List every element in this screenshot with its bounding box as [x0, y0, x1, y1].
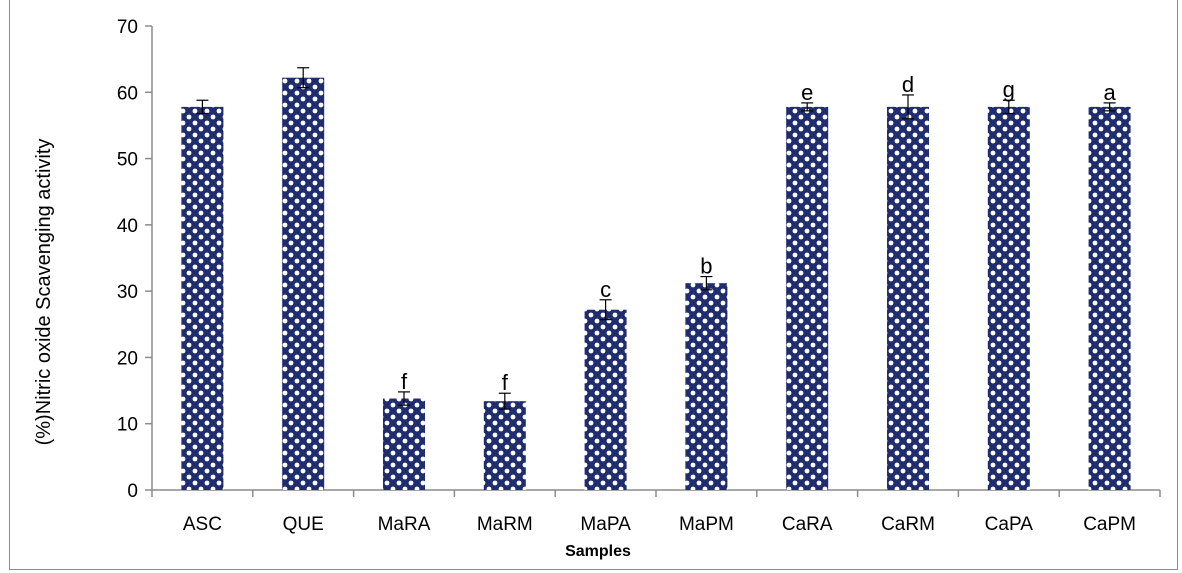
y-tick-label: 60 — [117, 83, 138, 104]
x-tick-label: MaPA — [580, 514, 631, 535]
x-tick-label: MaRA — [378, 514, 431, 535]
bars: f f c b e d g a — [181, 67, 1131, 491]
significance-letter: a — [1103, 80, 1116, 105]
y-tick-label: 30 — [117, 282, 138, 303]
x-tick-label: CaRA — [782, 514, 833, 535]
x-axis: ASC QUE MaRA MaRM MaPA MaPM CaRA CaRM CaPA CaPM — [151, 489, 1161, 535]
y-tick-label: 20 — [117, 348, 138, 369]
significance-letter: b — [700, 254, 712, 279]
significance-letter: f — [502, 370, 509, 395]
significance-letter: f — [401, 369, 408, 394]
x-tick-label: CaPM — [1083, 514, 1136, 535]
significance-letter: c — [600, 277, 611, 302]
y-tick-label: 50 — [117, 150, 138, 171]
bar-asc — [181, 106, 224, 491]
x-tick-label: CaRM — [881, 514, 935, 535]
bar-capa — [987, 106, 1030, 491]
chart-frame — [9, 0, 1178, 570]
y-tick-label: 0 — [127, 481, 138, 502]
x-tick-label: ASC — [183, 514, 222, 535]
significance-letter: e — [801, 80, 813, 105]
significance-letter: g — [1003, 77, 1015, 102]
bar-carm — [887, 106, 929, 491]
x-tick-label: MaPM — [679, 514, 734, 535]
bar-mapa — [584, 309, 627, 490]
y-axis: 0 10 20 30 40 50 60 70 — [117, 17, 153, 502]
bar-mapm — [685, 283, 728, 490]
bar-cara — [786, 106, 829, 491]
bar-marm — [483, 401, 526, 490]
x-axis-title: Samples — [565, 543, 631, 560]
bar-capm — [1088, 106, 1131, 491]
y-axis-title: (%)Nitric oxide Scavenging activity — [33, 139, 55, 446]
x-tick-label: CaPA — [985, 514, 1034, 535]
x-tick-label: MaRM — [477, 514, 533, 535]
y-tick-label: 10 — [117, 415, 138, 436]
bar-que — [282, 77, 325, 491]
y-tick-label: 40 — [117, 216, 138, 237]
y-tick-label: 70 — [117, 17, 138, 38]
bar-mara — [383, 398, 425, 490]
x-tick-label: QUE — [283, 514, 324, 535]
significance-letter: d — [902, 72, 914, 97]
